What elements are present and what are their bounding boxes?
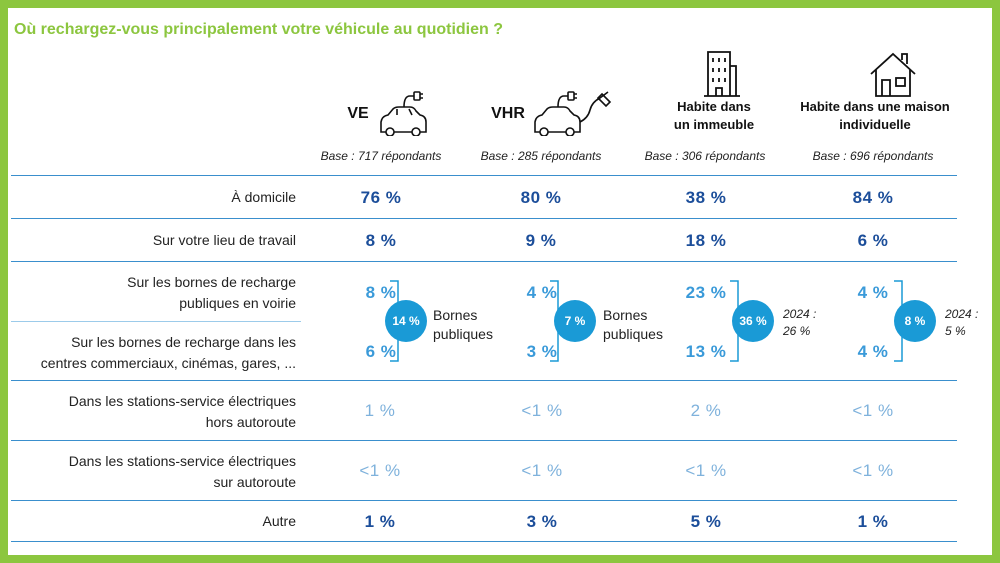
row-label-bornes-voirie: Sur les bornes de recharge publiques en … — [127, 274, 296, 311]
base-vhr: Base : 285 répondants — [480, 149, 602, 163]
divider — [11, 541, 957, 542]
cell-hors-autoroute-maison: <1 % — [852, 401, 894, 420]
cell-autre-maison: 1 % — [857, 512, 889, 531]
cell-travail-vhr: 9 % — [525, 231, 557, 250]
cell-voirie-ve: 8 % — [365, 283, 397, 302]
divider — [11, 321, 301, 322]
divider — [11, 500, 957, 501]
cell-domicile-immeuble: 38 % — [685, 188, 727, 207]
cell-centres-maison: 4 % — [857, 342, 889, 361]
base-ve: Base : 717 répondants — [320, 149, 442, 163]
cell-domicile-ve: 76 % — [360, 188, 402, 207]
row-label-autre: Autre — [262, 513, 296, 529]
cell-voirie-immeuble: 23 % — [685, 283, 727, 302]
cell-autoroute-vhr: <1 % — [521, 461, 563, 480]
chart-frame: Où rechargez-vous principalement votre v… — [8, 8, 992, 555]
cell-hors-autoroute-immeuble: 2 % — [690, 401, 722, 420]
cell-centres-ve: 6 % — [365, 342, 397, 361]
cell-centres-vhr: 3 % — [526, 342, 558, 361]
divider — [11, 380, 957, 381]
cell-domicile-maison: 84 % — [852, 188, 894, 207]
public-total-immeuble: 36 % — [732, 300, 774, 342]
cell-hors-autoroute-vhr: <1 % — [521, 401, 563, 420]
cell-autoroute-maison: <1 % — [852, 461, 894, 480]
cell-autoroute-immeuble: <1 % — [685, 461, 727, 480]
cell-autre-immeuble: 5 % — [690, 512, 722, 531]
public-note-ve: Bornes publiques — [433, 307, 493, 342]
public-note-immeuble: 2024 : 26 % — [783, 307, 817, 338]
cell-travail-immeuble: 18 % — [685, 231, 727, 250]
column-header-maison: Habite dans une maison individuelle — [800, 99, 950, 132]
chart-title: Où rechargez-vous principalement votre v… — [14, 21, 503, 38]
column-header-vhr: VHR — [491, 105, 525, 122]
hybrid-car-icon — [534, 91, 612, 136]
row-label-stations-hors-autoroute: Dans les stations-service électriques ho… — [68, 393, 296, 430]
public-note-maison: 2024 : 5 % — [945, 307, 979, 338]
base-maison: Base : 696 répondants — [812, 149, 934, 163]
public-note-vhr: Bornes publiques — [603, 307, 663, 342]
divider — [11, 218, 957, 219]
column-header-ve: VE — [347, 105, 369, 122]
cell-domicile-vhr: 80 % — [520, 188, 562, 207]
house-icon — [870, 52, 916, 97]
electric-car-icon — [380, 91, 427, 136]
divider — [11, 175, 957, 176]
cell-autre-vhr: 3 % — [526, 512, 558, 531]
public-total-vhr: 7 % — [554, 300, 596, 342]
cell-voirie-vhr: 4 % — [526, 283, 558, 302]
divider — [11, 440, 957, 441]
base-immeuble: Base : 306 répondants — [644, 149, 766, 163]
cell-autoroute-ve: <1 % — [359, 461, 401, 480]
cell-voirie-maison: 4 % — [857, 283, 889, 302]
cell-travail-maison: 6 % — [857, 231, 889, 250]
row-label-stations-autoroute: Dans les stations-service électriques su… — [68, 453, 296, 490]
divider — [11, 261, 957, 262]
cell-travail-ve: 8 % — [365, 231, 397, 250]
row-label-domicile: À domicile — [231, 189, 296, 205]
cell-centres-immeuble: 13 % — [685, 342, 727, 361]
public-total-ve: 14 % — [385, 300, 427, 342]
cell-hors-autoroute-ve: 1 % — [364, 401, 396, 420]
row-label-travail: Sur votre lieu de travail — [152, 232, 296, 248]
column-header-immeuble: Habite dans un immeuble — [673, 99, 755, 132]
row-label-bornes-centres: Sur les bornes de recharge dans les cent… — [40, 334, 296, 371]
public-total-maison: 8 % — [894, 300, 936, 342]
cell-autre-ve: 1 % — [364, 512, 396, 531]
apartment-building-icon — [704, 51, 740, 97]
